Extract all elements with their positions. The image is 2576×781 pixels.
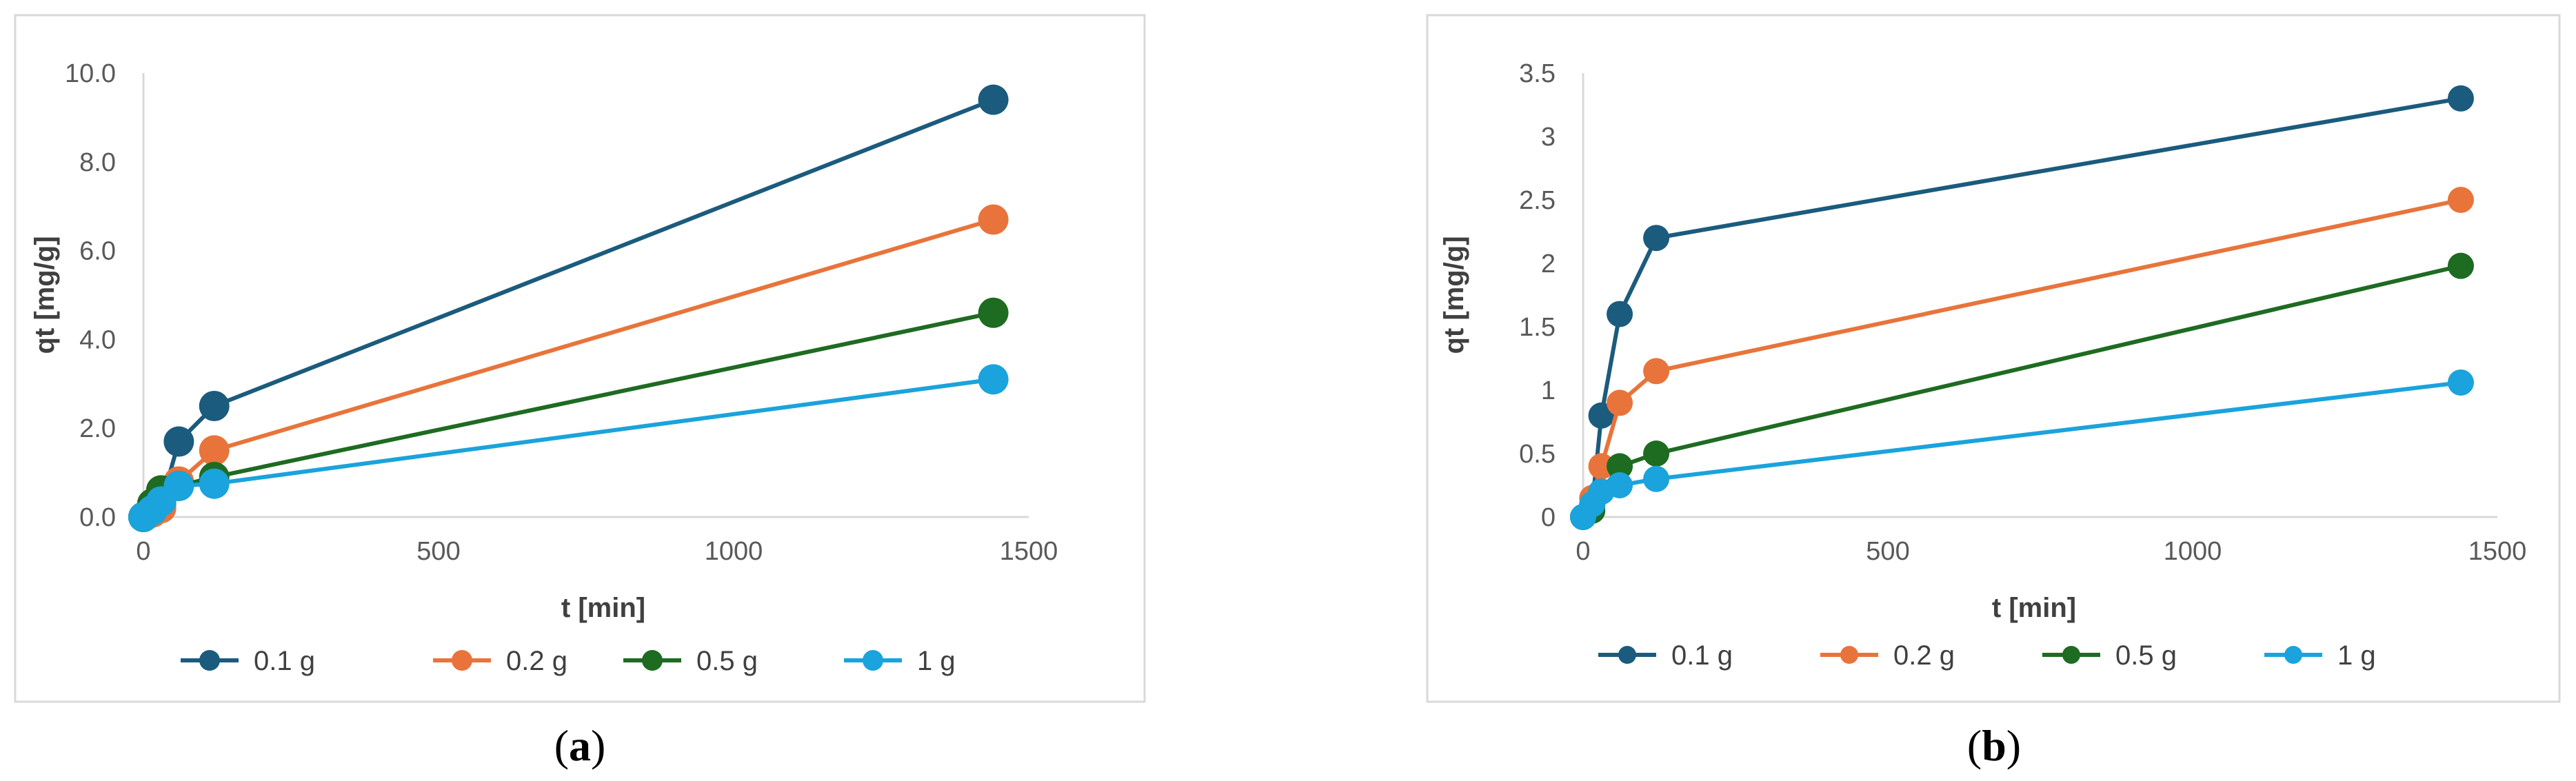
chart-a-frame bbox=[14, 14, 1146, 703]
chart-a-ytick-label: 2.0 bbox=[79, 414, 116, 443]
chart-b-ytick-label: 2.5 bbox=[1519, 186, 1556, 215]
chart-a-x-axis-title: t [min] bbox=[561, 593, 645, 623]
chart-b-ytick-label: 1.5 bbox=[1519, 313, 1556, 342]
chart-a-series-point bbox=[978, 84, 1009, 115]
chart-a-series-point bbox=[978, 364, 1009, 395]
chart-b-ytick-label: 1 bbox=[1541, 376, 1556, 405]
chart-b-xtick-label: 1000 bbox=[2164, 537, 2222, 566]
chart-b-series-point bbox=[2447, 369, 2474, 396]
caption-a-close: ) bbox=[591, 721, 605, 770]
chart-a-series-point bbox=[163, 470, 194, 501]
chart-a-series-point bbox=[199, 468, 230, 499]
chart-a-y-axis-title: qt [mg/g] bbox=[30, 236, 60, 354]
chart-b-legend-marker bbox=[2062, 646, 2080, 664]
chart-b-series-point bbox=[1607, 389, 1633, 416]
caption-a-open: ( bbox=[554, 721, 569, 770]
chart-a-series-point bbox=[978, 204, 1009, 235]
chart-a-xtick-label: 1500 bbox=[1000, 537, 1058, 566]
chart-a-legend-marker bbox=[199, 650, 220, 671]
chart-b-legend-marker bbox=[1618, 646, 1636, 664]
chart-a-ytick-label: 10.0 bbox=[65, 59, 116, 88]
chart-b-legend-label: 0.2 g bbox=[1893, 640, 1955, 671]
chart-b-series-point bbox=[1607, 472, 1633, 498]
chart-b-xtick-label: 1500 bbox=[2468, 537, 2527, 566]
chart-a-series-point bbox=[199, 435, 230, 466]
chart-b-ytick-label: 3 bbox=[1541, 123, 1556, 152]
chart-b-xtick-label: 500 bbox=[1866, 537, 1909, 566]
chart-b-x-axis-title: t [min] bbox=[1992, 593, 2076, 623]
chart-a-series-point bbox=[163, 426, 194, 457]
caption-b: (b) bbox=[1967, 721, 2021, 770]
chart-b-legend-marker bbox=[1840, 646, 1858, 664]
chart-b-legend-label: 0.5 g bbox=[2115, 640, 2177, 671]
caption-a-letter: a bbox=[569, 721, 591, 770]
chart-a-ytick-label: 8.0 bbox=[79, 148, 116, 177]
caption-b-open: ( bbox=[1967, 721, 1982, 770]
chart-a-legend-marker bbox=[863, 650, 883, 671]
chart-b-legend-label: 1 g bbox=[2337, 640, 2376, 671]
chart-a-legend-label: 1 g bbox=[917, 646, 956, 676]
chart-a-series-point bbox=[978, 297, 1009, 328]
chart-a-legend-label: 0.5 g bbox=[696, 646, 758, 676]
chart-a: 0.0 2.0 4.0 6.0 8.0 10.0 0 500 1000 1500 qt [mg/g]… bbox=[30, 59, 1058, 676]
chart-a-ytick-label: 0.0 bbox=[79, 503, 116, 532]
chart-b-ytick-label: 2 bbox=[1541, 250, 1556, 278]
chart-b-xtick-label: 0 bbox=[1576, 537, 1590, 566]
chart-b-ytick-label: 0 bbox=[1541, 503, 1556, 532]
chart-a-legend-label: 0.1 g bbox=[254, 646, 315, 676]
chart-b-legend-marker bbox=[2284, 646, 2302, 664]
chart-a-legend-label: 0.2 g bbox=[506, 646, 567, 676]
chart-b-ytick-label: 0.5 bbox=[1519, 440, 1556, 469]
chart-b-series-point bbox=[1588, 402, 1615, 429]
chart-a-series-point bbox=[199, 391, 230, 421]
caption-b-letter: b bbox=[1982, 721, 2006, 770]
chart-b-series-point bbox=[1607, 453, 1633, 480]
chart-a-ytick-label: 4.0 bbox=[79, 325, 116, 354]
chart-a-legend-marker bbox=[452, 650, 472, 671]
chart-b-frame bbox=[1426, 14, 2561, 703]
chart-a-legend-marker bbox=[642, 650, 663, 671]
chart-b-series-point bbox=[1588, 453, 1615, 480]
chart-a-xtick-label: 0 bbox=[136, 537, 150, 566]
chart-b-series-point bbox=[1643, 358, 1670, 385]
chart-a-xtick-label: 500 bbox=[416, 537, 460, 566]
chart-b-series-point bbox=[2447, 85, 2474, 112]
chart-b: 0 0.5 1 1.5 2 2.5 3 3.5 0 500 1000 1500 qt [mg/g] t [… bbox=[1439, 59, 2526, 671]
chart-b-series-point bbox=[2447, 187, 2474, 213]
chart-b-series-point bbox=[1643, 440, 1670, 467]
chart-b-ytick-label: 3.5 bbox=[1519, 59, 1556, 88]
chart-a-xtick-label: 1000 bbox=[705, 537, 763, 566]
caption-a: (a) bbox=[554, 721, 606, 770]
chart-b-series-point bbox=[1643, 465, 1670, 492]
chart-b-legend-label: 0.1 g bbox=[1671, 640, 1733, 671]
chart-b-series-point bbox=[2447, 252, 2474, 279]
chart-a-ytick-label: 6.0 bbox=[79, 237, 116, 266]
chart-b-series-point bbox=[1643, 225, 1670, 252]
caption-b-close: ) bbox=[2006, 721, 2021, 770]
chart-b-series-point bbox=[1607, 301, 1633, 327]
chart-b-y-axis-title: qt [mg/g] bbox=[1439, 236, 1469, 354]
